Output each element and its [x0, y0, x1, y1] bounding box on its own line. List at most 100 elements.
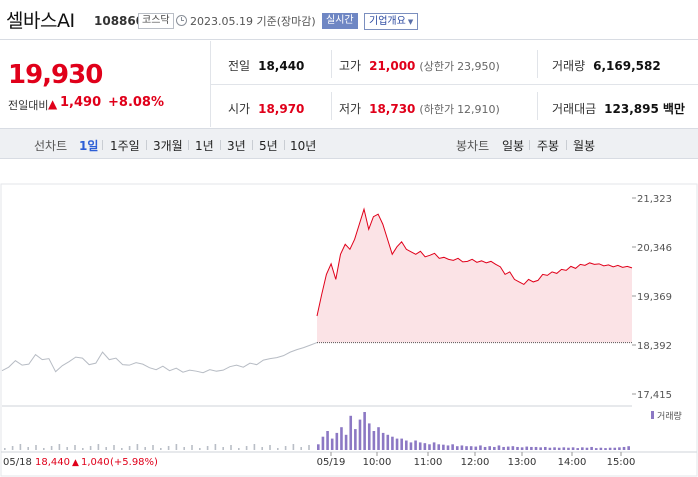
volume-bar: [367, 423, 371, 450]
prev-day-date: 05/18: [3, 457, 32, 468]
low-value: 18,730: [369, 102, 416, 116]
tab-separator: [529, 140, 530, 150]
prev-volume-bar: [4, 448, 6, 450]
prev-volume-bar: [261, 447, 263, 450]
divider: [211, 84, 698, 85]
prev-volume-bar: [82, 448, 84, 450]
divider: [537, 92, 538, 120]
volume-bar: [594, 448, 598, 450]
volume-bar: [405, 440, 408, 450]
prev-volume-bar: [214, 444, 217, 450]
tab-separator: [220, 140, 221, 150]
volume-bar: [567, 447, 570, 450]
prev-volume-bar: [121, 448, 123, 450]
chart-footer: 05/18 18,440 ▲ 1,040 (+5.98%): [3, 457, 158, 468]
x-tick-label: 12:00: [461, 457, 490, 468]
tab-5year[interactable]: 5년: [259, 139, 278, 153]
volume-bar: [451, 444, 454, 450]
stock-header: 셀바스AI 108860 코스닥 2023.05.19 기준(장마감) 실시간 …: [0, 0, 698, 40]
prev-volume-bar: [292, 444, 295, 450]
today-line: [316, 207, 633, 317]
prev-volume-bar: [199, 448, 201, 450]
upper-limit-label: (상한가: [419, 60, 455, 73]
volume-bar: [627, 446, 630, 450]
volume-bar: [442, 444, 445, 450]
volume-bar: [488, 446, 491, 450]
volume-bar: [428, 444, 431, 450]
tab-10year[interactable]: 10년: [290, 139, 317, 153]
prev-volume-bar: [66, 447, 68, 450]
prev-volume-bar: [277, 448, 279, 450]
tab-1day[interactable]: 1일: [79, 139, 99, 153]
amount-value: 123,895: [604, 102, 659, 116]
tab-separator: [146, 140, 147, 150]
prev-volume-bar: [128, 446, 131, 450]
prev-day-rate: (+5.98%): [110, 457, 158, 468]
low-label: 저가: [339, 102, 362, 116]
up-triangle-icon: ▲: [72, 458, 79, 468]
volume-bar: [576, 448, 580, 450]
company-overview-label: 기업개요: [369, 16, 406, 27]
y-axis-ticks: 21,323 20,346 19,369 18,392 17,415: [632, 194, 672, 401]
volume-bar: [372, 431, 376, 450]
tab-daily-candle[interactable]: 일봉: [502, 139, 525, 153]
tab-weekly-candle[interactable]: 주봉: [537, 139, 560, 153]
prev-volume-bar: [230, 445, 232, 450]
today-line-group: [316, 207, 633, 317]
volume-bar: [599, 447, 603, 450]
volume-bar: [618, 447, 621, 450]
volume-bar: [497, 445, 501, 450]
volume-bar: [455, 446, 459, 450]
volume-bar: [344, 434, 348, 450]
today-area: [317, 209, 632, 343]
prev-volume-bar: [97, 444, 100, 450]
volume-bar: [335, 432, 339, 450]
prev-volume-bar: [245, 446, 248, 450]
volume-bar: [571, 447, 575, 450]
open-value: 18,970: [258, 102, 305, 116]
upper-limit-value: 23,950): [457, 60, 500, 73]
diff-value: 1,490: [60, 95, 102, 110]
volume-bar: [622, 446, 626, 450]
tab-separator: [102, 140, 103, 150]
company-overview-button[interactable]: 기업개요 ▼: [364, 13, 419, 30]
prev-volume-bar: [152, 445, 154, 450]
volume-bar: [548, 447, 552, 450]
open-label: 시가: [228, 102, 251, 116]
stat-high: 고가 21,000 (상한가 23,950): [339, 57, 500, 74]
clock-icon: [176, 15, 187, 26]
volume-bar: [381, 432, 385, 450]
volume-bar: [432, 442, 436, 450]
tab-monthly-candle[interactable]: 월봉: [573, 139, 596, 153]
tab-3year[interactable]: 3년: [227, 139, 246, 153]
volume-bars: 거래량: [4, 410, 682, 450]
prev-volume-bar: [300, 447, 302, 450]
volume-bar: [553, 447, 556, 450]
tab-separator: [188, 140, 189, 150]
prev-volume-bar: [144, 447, 146, 450]
volume-legend-label: 거래량: [657, 410, 682, 422]
volume-bar: [613, 447, 617, 450]
tab-1week[interactable]: 1주일: [110, 139, 140, 153]
high-label: 고가: [339, 59, 362, 73]
tab-separator: [566, 140, 567, 150]
lower-limit-label: (하한가: [419, 103, 455, 116]
intraday-chart[interactable]: 21,323 20,346 19,369 18,392 17,415 거래량 05/19…: [0, 160, 698, 477]
up-triangle-icon: ▲: [48, 97, 58, 111]
volume-bar: [608, 447, 612, 450]
stat-low: 저가 18,730 (하한가 12,910): [339, 100, 500, 117]
volume-bar: [446, 445, 450, 450]
volume-bar: [377, 427, 380, 450]
tab-3month[interactable]: 3개월: [153, 139, 183, 153]
prev-volume-bar: [43, 448, 45, 450]
x-tick-label: 10:00: [363, 457, 392, 468]
tab-1year[interactable]: 1년: [195, 139, 214, 153]
volume-legend-swatch: [651, 411, 654, 419]
volume-bar: [409, 442, 413, 450]
prev-volume-bar: [58, 444, 61, 450]
prev-volume-bar: [27, 447, 29, 450]
volume-bar: [391, 436, 394, 450]
tab-separator: [284, 140, 285, 150]
stat-amount: 거래대금 123,895 백만: [552, 100, 685, 117]
volume-bar: [386, 434, 390, 450]
